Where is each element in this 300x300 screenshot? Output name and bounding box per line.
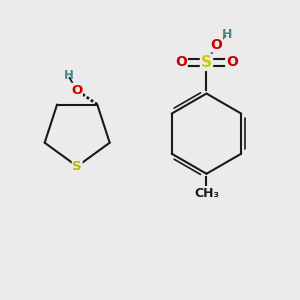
Text: CH₃: CH₃ xyxy=(194,187,219,200)
Text: O: O xyxy=(211,38,223,52)
Text: O: O xyxy=(175,55,187,69)
Text: O: O xyxy=(226,55,238,69)
Text: S: S xyxy=(201,55,212,70)
Text: H: H xyxy=(64,69,73,82)
Text: H: H xyxy=(222,28,232,41)
Text: S: S xyxy=(72,160,82,173)
Text: O: O xyxy=(71,83,82,97)
